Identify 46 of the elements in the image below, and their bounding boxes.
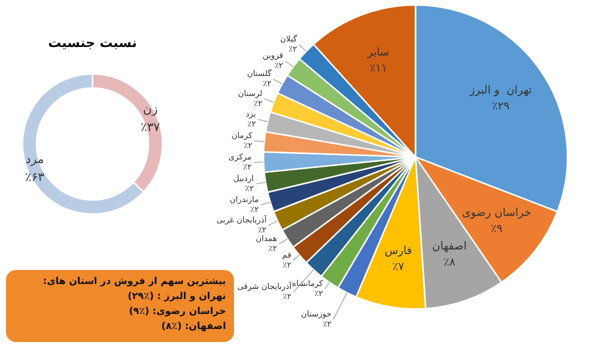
slice-label: آذربایجان غربی bbox=[216, 214, 268, 224]
slice-label: خراسان رضوی bbox=[462, 206, 532, 219]
chart-title: نسبت جنسیت bbox=[47, 36, 138, 51]
slice-label: اصفهان bbox=[432, 240, 467, 252]
data-label: ٪۹ bbox=[490, 222, 503, 235]
data-label: ٪۲ bbox=[282, 260, 292, 270]
slice-label: سایر bbox=[366, 45, 390, 58]
data-label: ٪۲ bbox=[322, 320, 332, 329]
data-label: ٪۲ bbox=[247, 120, 256, 129]
data-label: ٪۲ bbox=[262, 79, 272, 88]
slice-label: گیلان bbox=[280, 33, 298, 44]
slice-label: قزوین bbox=[262, 50, 284, 60]
slice-label: مازندران bbox=[230, 195, 259, 204]
data-label: ٪۲ bbox=[274, 60, 284, 70]
data-label: ٪۲ bbox=[314, 288, 323, 298]
data-label: ٪۲ bbox=[250, 205, 259, 214]
text: بیشترین سهم از فروش در استان های: تهران و البرز : (٪۲۹) خراسان رضوی: (٪۹) اصفهان: (٪۸) bbox=[6, 270, 234, 342]
slice-label: گلستان bbox=[247, 68, 272, 78]
data-label: ٪۲ bbox=[242, 162, 252, 172]
data-label: ٪۲ bbox=[258, 225, 267, 234]
data-label: ٪۲ bbox=[244, 140, 252, 150]
data-label: ٪۳۷ bbox=[140, 120, 161, 134]
data-label: ٪۱۱ bbox=[369, 61, 388, 74]
slice-label: فارس bbox=[384, 244, 412, 257]
data-label: ٪۷ bbox=[392, 260, 404, 273]
slice-label: کرمان bbox=[231, 130, 252, 140]
slice-label: لرستان bbox=[238, 88, 262, 98]
slice-label: قم bbox=[282, 250, 292, 260]
data-label: ٪۲ bbox=[254, 98, 262, 108]
data-label: ٪۲ bbox=[288, 44, 298, 54]
data-label: ٪۲ bbox=[268, 244, 277, 254]
data-label: ٪۲ bbox=[282, 292, 292, 302]
slice-label: تهران و البرز bbox=[468, 83, 532, 96]
slice-label: زن bbox=[143, 102, 158, 116]
slice-label: مرد bbox=[25, 152, 44, 166]
data-label: ٪۶۳ bbox=[25, 170, 45, 184]
slice-label: آذربایجان شرقی bbox=[237, 281, 292, 292]
data-label: ٪۲ bbox=[245, 184, 254, 194]
slice-label: اردبیل bbox=[233, 174, 254, 184]
slice-label: همدان bbox=[256, 234, 277, 244]
slice-label: کرمانشاه bbox=[292, 278, 324, 288]
data-label: ٪۸ bbox=[443, 256, 456, 268]
slice-label: مرکزی bbox=[228, 152, 252, 162]
data-label: ٪۲۹ bbox=[492, 99, 510, 112]
slice-label: یزد bbox=[246, 110, 256, 119]
slice-label: خوزستان bbox=[301, 310, 332, 319]
